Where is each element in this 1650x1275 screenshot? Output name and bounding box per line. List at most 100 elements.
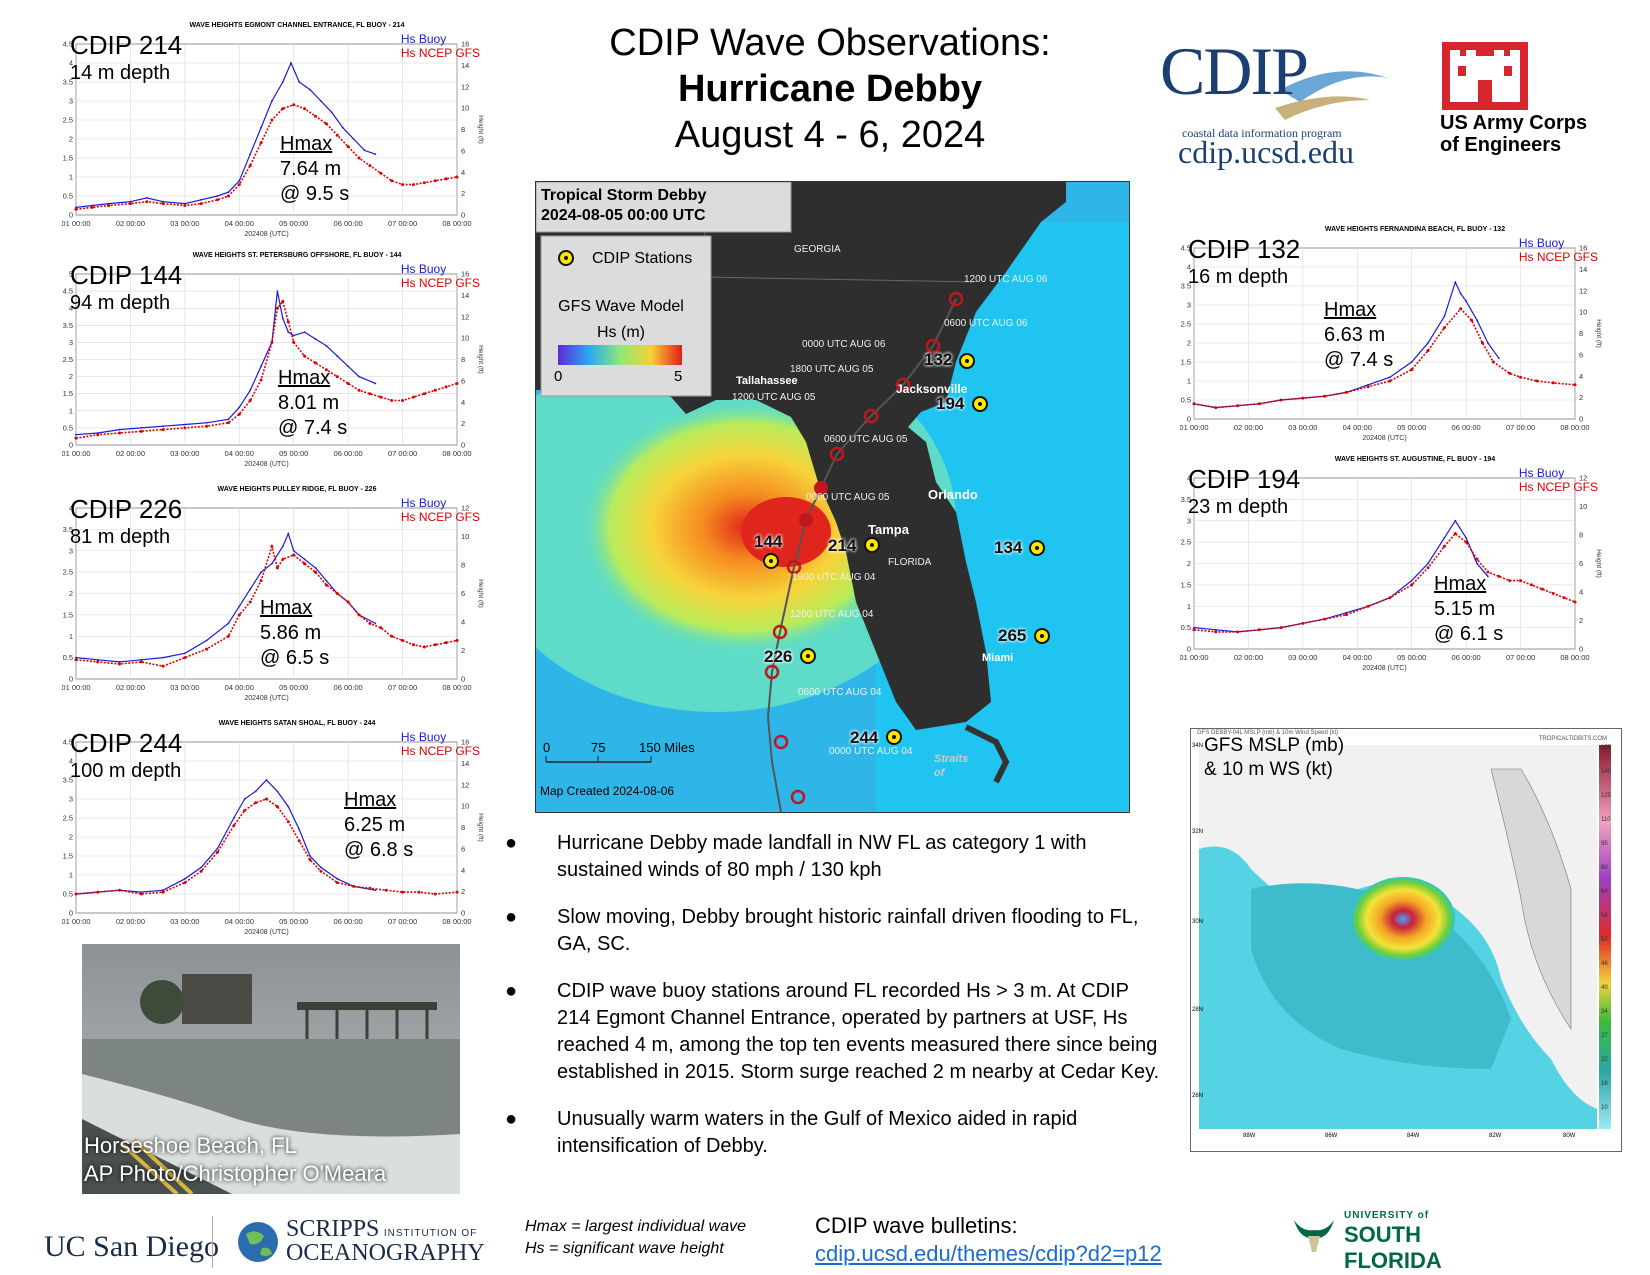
model-data-point bbox=[259, 141, 263, 145]
hmax-value: 8.01 m bbox=[278, 392, 340, 414]
model-data-point bbox=[379, 395, 383, 399]
model-data-point bbox=[232, 824, 236, 828]
model-data-point bbox=[226, 194, 230, 198]
y-tick-label: 0.5 bbox=[63, 653, 73, 662]
definition-hs: Hs = significant wave height bbox=[525, 1240, 724, 1257]
bulletins-link[interactable]: cdip.ucsd.edu/themes/cdip?d2=p12 bbox=[815, 1241, 1162, 1266]
model-data-point bbox=[308, 858, 312, 862]
track-time-label: 0000 UTC AUG 04 bbox=[829, 746, 913, 757]
x-tick-label: 05 00:00 bbox=[279, 917, 308, 926]
model-data-point bbox=[324, 122, 328, 126]
model-data-point bbox=[401, 183, 405, 187]
photo-caption-line-2: AP Photo/Christopher O'Meara bbox=[84, 1161, 387, 1186]
x-tick-label: 02 00:00 bbox=[116, 683, 145, 692]
usf-logo: UNIVERSITY of SOUTH FLORIDA bbox=[1290, 1208, 1510, 1273]
gfs-header: GFS DEBBY-04L MSLP (mb) & 10m Wind Speed… bbox=[1197, 730, 1339, 736]
model-data-point bbox=[161, 664, 165, 668]
y-tick-label: 3.5 bbox=[63, 78, 73, 87]
x-tick-label: 02 00:00 bbox=[116, 219, 145, 228]
model-data-point bbox=[1573, 600, 1577, 604]
x-axis-label: 202408 (UTC) bbox=[1362, 665, 1406, 672]
x-tick-label: 01 00:00 bbox=[1180, 423, 1209, 432]
y-tick-label: 1 bbox=[69, 406, 73, 415]
y-tick-label: 3.5 bbox=[63, 525, 73, 534]
station-marker-226[interactable] bbox=[800, 648, 816, 664]
y2-tick-label: 12 bbox=[461, 312, 469, 321]
x-tick-label: 03 00:00 bbox=[1288, 423, 1317, 432]
model-data-point bbox=[422, 181, 426, 185]
buoy-data-point bbox=[271, 562, 273, 565]
y-tick-label: 4 bbox=[1187, 263, 1191, 272]
station-marker-134[interactable] bbox=[1029, 540, 1045, 556]
buoy-data-point bbox=[1410, 579, 1413, 582]
buoy-data-point bbox=[249, 588, 252, 591]
model-data-point bbox=[1192, 402, 1196, 406]
y2-axis-label: Height (ft) bbox=[477, 345, 484, 374]
station-marker-265[interactable] bbox=[1034, 628, 1050, 644]
model-data-point bbox=[346, 381, 350, 385]
hmax-annotation: Hmax 7.64 m @ 9.5 s bbox=[280, 132, 349, 207]
x-tick-label: 01 00:00 bbox=[62, 449, 91, 458]
buoy-data-point bbox=[1443, 536, 1446, 539]
model-data-point bbox=[390, 634, 394, 638]
model-data-point bbox=[128, 202, 132, 206]
florida-keys bbox=[964, 724, 1010, 784]
photo-road-line bbox=[132, 1138, 194, 1194]
storm-symbol bbox=[764, 664, 780, 680]
bullet-text: Hurricane Debby made landfall in NW FL a… bbox=[557, 832, 1087, 881]
hmax-label: Hmax bbox=[344, 789, 397, 811]
gfs-wind-map: GFS DEBBY-04L MSLP (mb) & 10m Wind Speed… bbox=[1190, 728, 1622, 1152]
station-marker-214[interactable] bbox=[864, 537, 880, 553]
buoy-data-point bbox=[200, 866, 203, 869]
station-marker-132[interactable] bbox=[959, 353, 975, 369]
model-data-point bbox=[1388, 379, 1392, 383]
station-label: CDIP 226 bbox=[70, 494, 183, 524]
legend-buoy: Hs Buoy bbox=[1518, 466, 1565, 480]
cdip-logo: CDIP coastal data information program cd… bbox=[1160, 30, 1390, 170]
plot-title: WAVE HEIGHTS EGMONT CHANNEL ENTRANCE, FL… bbox=[189, 22, 405, 29]
city-orlando: Orlando bbox=[928, 487, 978, 502]
y-tick-label: 2 bbox=[69, 372, 73, 381]
cdip-url[interactable]: cdip.ucsd.edu bbox=[1178, 134, 1354, 170]
y-tick-label: 1.5 bbox=[63, 610, 73, 619]
y2-tick-label: 2 bbox=[461, 887, 465, 896]
model-data-point bbox=[107, 204, 111, 207]
buoy-data-point bbox=[314, 338, 317, 340]
hurricane-symbol bbox=[799, 513, 813, 527]
station-marker-144[interactable] bbox=[763, 553, 779, 569]
y2-tick-label: 6 bbox=[1579, 559, 1583, 568]
station-marker-194[interactable] bbox=[972, 396, 988, 412]
model-data-point bbox=[1475, 557, 1479, 561]
y2-tick-label: 0 bbox=[461, 211, 465, 220]
hmax-period: @ 7.4 s bbox=[278, 417, 348, 439]
x-tick-label: 07 00:00 bbox=[388, 449, 417, 458]
x-tick-label: 03 00:00 bbox=[170, 917, 199, 926]
globe-icon bbox=[238, 1222, 278, 1262]
y2-tick-label: 8 bbox=[461, 125, 465, 134]
buoy-data-point bbox=[1454, 519, 1457, 522]
buoy-data-point bbox=[1497, 357, 1500, 360]
plot-title: WAVE HEIGHTS ST. PETERSBURG OFFSHORE, FL… bbox=[192, 252, 402, 259]
x-tick-label: 08 00:00 bbox=[442, 917, 471, 926]
buoy-data-point bbox=[249, 153, 252, 156]
chart-legend: Hs Buoy Hs NCEP GFS bbox=[401, 32, 480, 60]
chart-legend: Hs Buoy Hs NCEP GFS bbox=[401, 496, 480, 524]
y-tick-label: 0.5 bbox=[63, 890, 73, 899]
model-data-point bbox=[1562, 596, 1566, 600]
model-data-point bbox=[297, 839, 301, 843]
bulletins-block: CDIP wave bulletins: cdip.ucsd.edu/theme… bbox=[815, 1212, 1162, 1268]
model-data-point bbox=[1214, 630, 1218, 634]
station-marker-244[interactable] bbox=[886, 729, 902, 745]
list-item: ● CDIP wave buoy stations around FL reco… bbox=[505, 978, 1165, 1086]
map-graphic bbox=[536, 182, 1129, 812]
wave-height-chart-132: 01 00:00 02 00:00 03 00:00 04 00:00 05 00:00… bbox=[1180, 244, 1602, 443]
storm-symbol bbox=[773, 734, 789, 750]
x-tick-label: 04 00:00 bbox=[225, 917, 254, 926]
model-data-point bbox=[1366, 385, 1370, 389]
model-data-point bbox=[324, 368, 328, 372]
model-data-point bbox=[243, 808, 247, 812]
wave-height-chart-144: 01 00:00 02 00:00 03 00:00 04 00:00 05 00:00… bbox=[62, 270, 484, 469]
y2-tick-label: 10 bbox=[461, 104, 469, 113]
scripps-logo: SCRIPPS INSTITUTION OF OCEANOGRAPHY bbox=[236, 1216, 485, 1272]
buoy-data-point bbox=[1367, 383, 1370, 386]
